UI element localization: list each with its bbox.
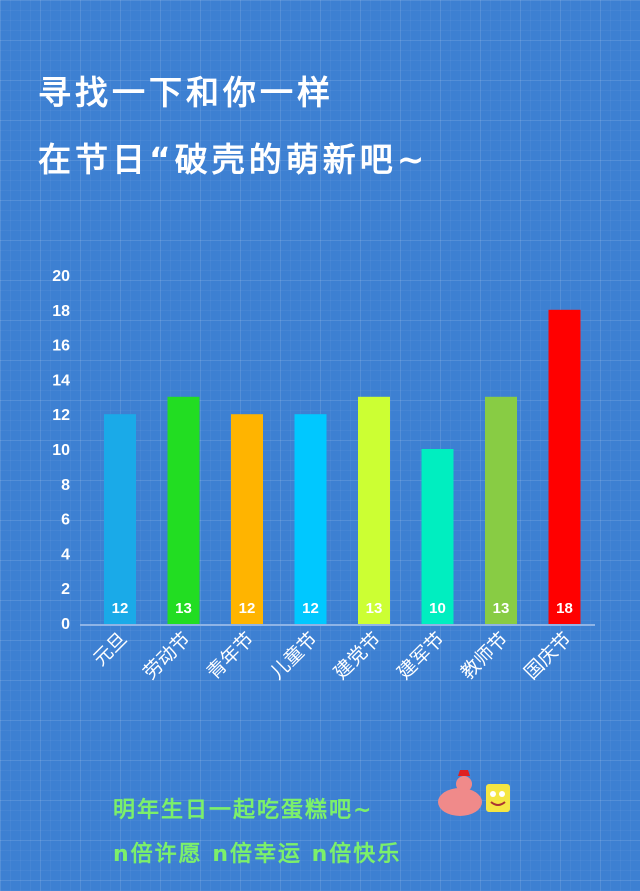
y-tick-label: 0 bbox=[61, 616, 70, 633]
y-tick-label: 4 bbox=[61, 546, 70, 563]
y-tick-label: 8 bbox=[61, 477, 70, 494]
footer-line-2: n倍许愿 n倍幸运 n倍快乐 bbox=[113, 842, 402, 867]
footer-line-1: 明年生日一起吃蛋糕吧~ bbox=[113, 798, 374, 823]
x-tick-label: 国庆节 bbox=[520, 628, 576, 684]
data-label: 12 bbox=[302, 600, 319, 617]
title-line-2: 在节日“破壳的萌新吧~ bbox=[38, 140, 429, 179]
x-tick-label: 建军节 bbox=[393, 628, 449, 684]
x-tick-label: 教师节 bbox=[457, 628, 513, 684]
data-label: 13 bbox=[366, 600, 383, 617]
bar-教师节 bbox=[485, 396, 517, 624]
y-tick-label: 18 bbox=[52, 303, 70, 320]
data-label: 12 bbox=[112, 600, 129, 617]
y-tick-label: 14 bbox=[52, 372, 70, 389]
y-tick-label: 10 bbox=[52, 442, 70, 459]
bar-国庆节 bbox=[548, 309, 581, 624]
y-tick-label: 12 bbox=[52, 407, 70, 424]
bar-劳动节 bbox=[167, 396, 200, 624]
data-label: 13 bbox=[493, 600, 510, 617]
bar-建党节 bbox=[358, 396, 390, 624]
y-tick-label: 2 bbox=[61, 581, 70, 598]
y-tick-label: 16 bbox=[52, 338, 70, 355]
bar-元旦 bbox=[104, 414, 136, 624]
x-tick-label: 建党节 bbox=[330, 628, 386, 684]
title-line-1: 寻找一下和你一样 bbox=[38, 73, 334, 112]
data-label: 10 bbox=[429, 600, 446, 617]
x-tick-label: 元旦 bbox=[89, 628, 131, 670]
data-label: 12 bbox=[239, 600, 256, 617]
data-label: 13 bbox=[175, 600, 192, 617]
y-tick-label: 20 bbox=[52, 268, 70, 285]
bar-儿童节 bbox=[294, 414, 327, 624]
cartoon-characters-icon bbox=[438, 770, 510, 816]
y-tick-label: 6 bbox=[61, 512, 70, 529]
bar-建军节 bbox=[421, 449, 454, 624]
bar-青年节 bbox=[231, 414, 263, 624]
x-tick-label: 青年节 bbox=[203, 628, 259, 684]
data-label: 18 bbox=[556, 600, 573, 617]
x-tick-label: 劳动节 bbox=[139, 628, 195, 684]
x-tick-label: 儿童节 bbox=[266, 628, 322, 684]
